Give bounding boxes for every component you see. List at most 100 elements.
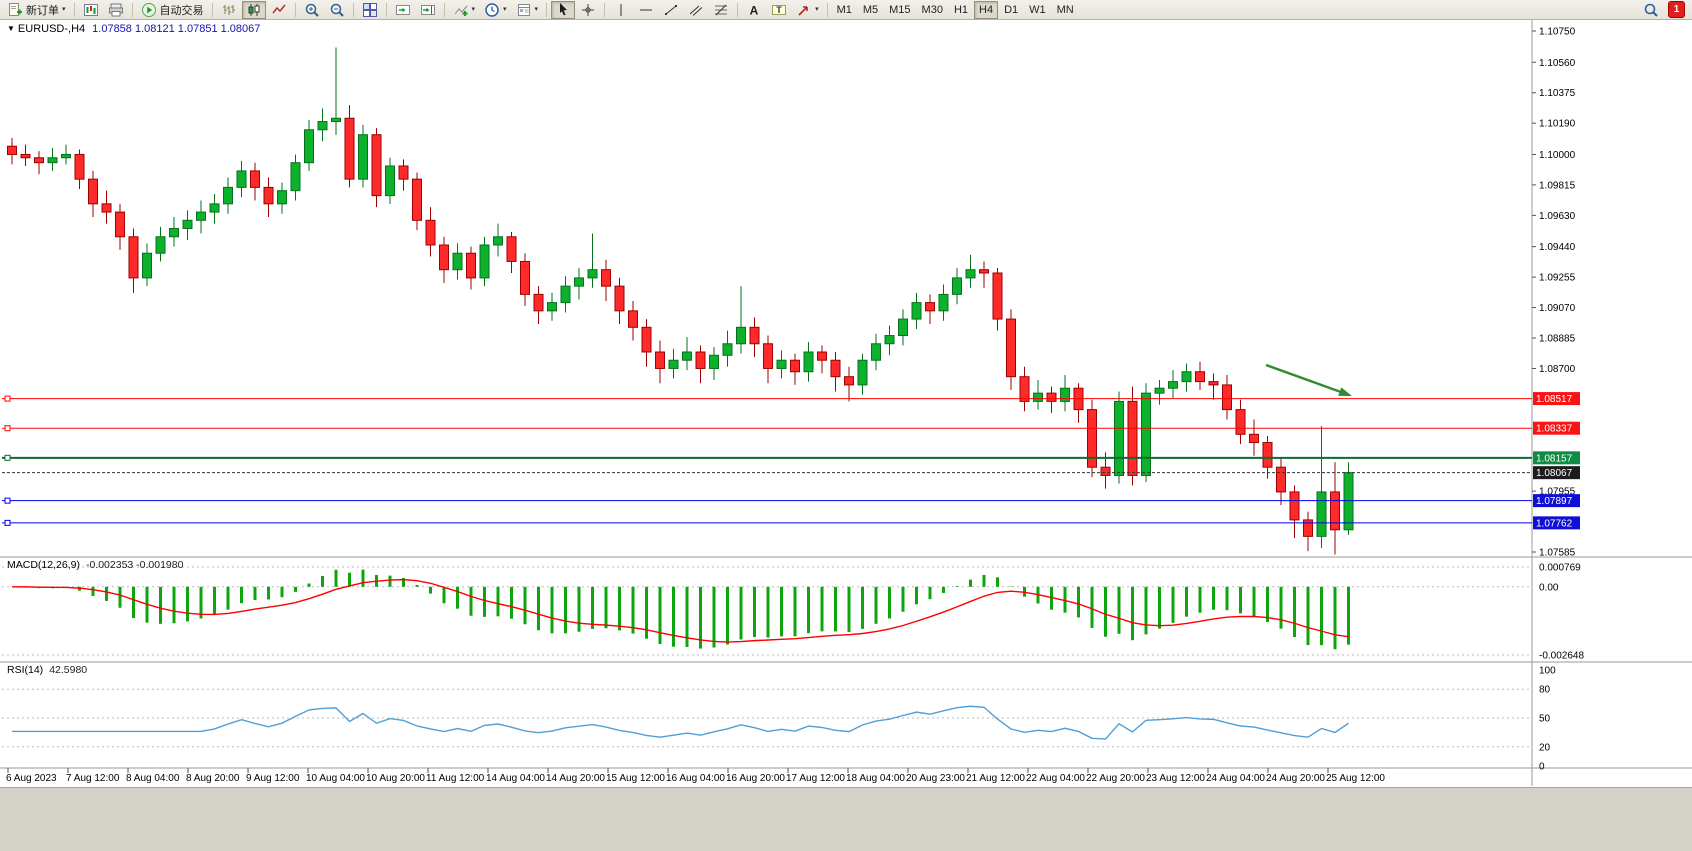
svg-text:1.09630: 1.09630 — [1539, 211, 1576, 222]
new-chart-button[interactable] — [79, 1, 103, 19]
svg-text:16 Aug 20:00: 16 Aug 20:00 — [726, 773, 785, 784]
svg-text:1.08885: 1.08885 — [1539, 334, 1576, 345]
text-tool-button[interactable]: A — [742, 1, 766, 19]
timeframe-button-w1[interactable]: W1 — [1024, 1, 1051, 19]
toolbar-separator — [211, 2, 213, 17]
svg-text:100: 100 — [1539, 666, 1556, 677]
symbol-timeframe-label: EURUSD-,H4 — [17, 23, 86, 35]
toolbar-separator — [604, 2, 606, 17]
svg-text:-0.002648: -0.002648 — [1539, 651, 1584, 662]
svg-text:80: 80 — [1539, 685, 1551, 696]
toolbar-separator — [73, 2, 75, 17]
svg-text:6 Aug 2023: 6 Aug 2023 — [6, 773, 57, 784]
cursor-button[interactable] — [551, 0, 576, 19]
tile-windows-icon — [362, 2, 377, 17]
rsi-header: RSI(14) 42.5980 — [7, 664, 87, 676]
zoom-out-button[interactable] — [325, 1, 349, 19]
tile-windows-button[interactable] — [358, 1, 382, 19]
chevron-down-icon: ▾ — [534, 6, 539, 13]
toolbar-separator — [352, 2, 354, 17]
bar-chart-button[interactable] — [217, 1, 241, 19]
svg-text:0.00: 0.00 — [1539, 582, 1559, 593]
search-button[interactable] — [1639, 1, 1663, 19]
svg-text:1.10190: 1.10190 — [1539, 119, 1576, 130]
rsi-value: 42.5980 — [49, 664, 88, 676]
indicators-button[interactable]: ▾ — [449, 1, 480, 19]
svg-text:A: A — [750, 3, 759, 17]
zoom-in-icon — [305, 3, 319, 17]
toolbar: 新订单 ▾ 自动交易 — [0, 0, 1692, 20]
svg-text:1.07762: 1.07762 — [1536, 518, 1573, 529]
vertical-line-button[interactable] — [609, 1, 633, 19]
autotrading-button[interactable]: 自动交易 — [137, 1, 208, 19]
notifications-button[interactable]: 1 — [1664, 1, 1689, 19]
print-button[interactable] — [104, 1, 128, 19]
auto-scroll-button[interactable] — [391, 1, 415, 19]
label-tool-button[interactable]: T — [767, 1, 791, 19]
candlestick-chart-button[interactable] — [241, 0, 266, 19]
bar-chart-icon — [222, 4, 235, 15]
search-icon — [1644, 3, 1658, 17]
toolbar-separator — [131, 2, 133, 17]
window-bottom-area — [0, 787, 1692, 851]
templates-button[interactable]: ▾ — [512, 1, 543, 19]
timeframe-button-mn[interactable]: MN — [1052, 1, 1079, 19]
svg-text:1.10000: 1.10000 — [1539, 150, 1576, 161]
fibonacci-icon — [715, 4, 728, 15]
timeframe-button-m1[interactable]: M1 — [832, 1, 857, 19]
new-order-icon — [9, 2, 22, 16]
chart-shift-button[interactable] — [416, 1, 440, 19]
timeframe-button-h1[interactable]: H1 — [949, 1, 973, 19]
svg-text:1.08337: 1.08337 — [1536, 424, 1573, 435]
macd-header: MACD(12,26,9) -0.002353 -0.001980 — [7, 559, 183, 571]
timeframe-group: M1 M5 M15 M30 H1 H4 D1 W1 MN — [832, 0, 1079, 19]
line-chart-button[interactable] — [267, 1, 291, 19]
svg-text:18 Aug 04:00: 18 Aug 04:00 — [846, 773, 905, 784]
new-order-button[interactable]: 新订单 ▾ — [3, 1, 70, 19]
toolbar-separator — [737, 2, 739, 17]
svg-text:8 Aug 04:00: 8 Aug 04:00 — [126, 773, 180, 784]
fibonacci-button[interactable] — [709, 1, 733, 19]
arrows-tool-button[interactable]: ▾ — [792, 1, 823, 19]
arrows-tool-icon — [798, 5, 808, 16]
timeframe-button-h4[interactable]: H4 — [974, 0, 999, 19]
svg-text:1.10750: 1.10750 — [1539, 27, 1576, 38]
crosshair-button[interactable] — [576, 1, 600, 19]
horizontal-line-button[interactable] — [634, 1, 658, 19]
templates-icon — [517, 3, 530, 16]
svg-text:21 Aug 12:00: 21 Aug 12:00 — [966, 773, 1025, 784]
timeframe-button-m15[interactable]: M15 — [884, 1, 915, 19]
svg-text:10 Aug 20:00: 10 Aug 20:00 — [366, 773, 425, 784]
periods-button[interactable]: ▾ — [480, 1, 511, 19]
svg-text:11 Aug 12:00: 11 Aug 12:00 — [426, 773, 485, 784]
trendline-button[interactable] — [659, 1, 683, 19]
timeframe-button-m5[interactable]: M5 — [858, 1, 883, 19]
chart-shift-icon — [420, 4, 435, 15]
svg-text:1.07955: 1.07955 — [1539, 487, 1576, 498]
line-chart-icon — [271, 4, 286, 13]
symbol-dropdown-icon[interactable]: ▼ — [7, 24, 15, 33]
trendline-icon — [665, 4, 678, 15]
chevron-down-icon: ▾ — [62, 6, 66, 13]
svg-text:0: 0 — [1539, 762, 1545, 773]
timeframe-button-d1[interactable]: D1 — [999, 1, 1023, 19]
svg-text:1.07585: 1.07585 — [1539, 548, 1576, 559]
svg-text:1.10560: 1.10560 — [1539, 58, 1576, 69]
horizontal-line-icon — [640, 9, 653, 10]
toolbar-separator — [826, 2, 828, 17]
chart-title: ▼ EURUSD-,H4 1.07858 1.08121 1.07851 1.080… — [7, 23, 260, 35]
channel-button[interactable] — [684, 1, 708, 19]
svg-text:0.000769: 0.000769 — [1539, 563, 1581, 574]
svg-text:50: 50 — [1539, 714, 1551, 725]
cursor-icon — [560, 2, 568, 15]
svg-text:14 Aug 04:00: 14 Aug 04:00 — [486, 773, 545, 784]
autotrading-play-icon — [141, 2, 156, 17]
svg-text:1.09815: 1.09815 — [1539, 180, 1576, 191]
svg-text:1.08157: 1.08157 — [1536, 453, 1573, 464]
text-tool-icon: A — [750, 3, 759, 17]
timeframe-button-m30[interactable]: M30 — [917, 1, 948, 19]
zoom-in-button[interactable] — [300, 1, 324, 19]
svg-text:24 Aug 04:00: 24 Aug 04:00 — [1206, 773, 1265, 784]
label-tool-icon: T — [772, 4, 787, 15]
